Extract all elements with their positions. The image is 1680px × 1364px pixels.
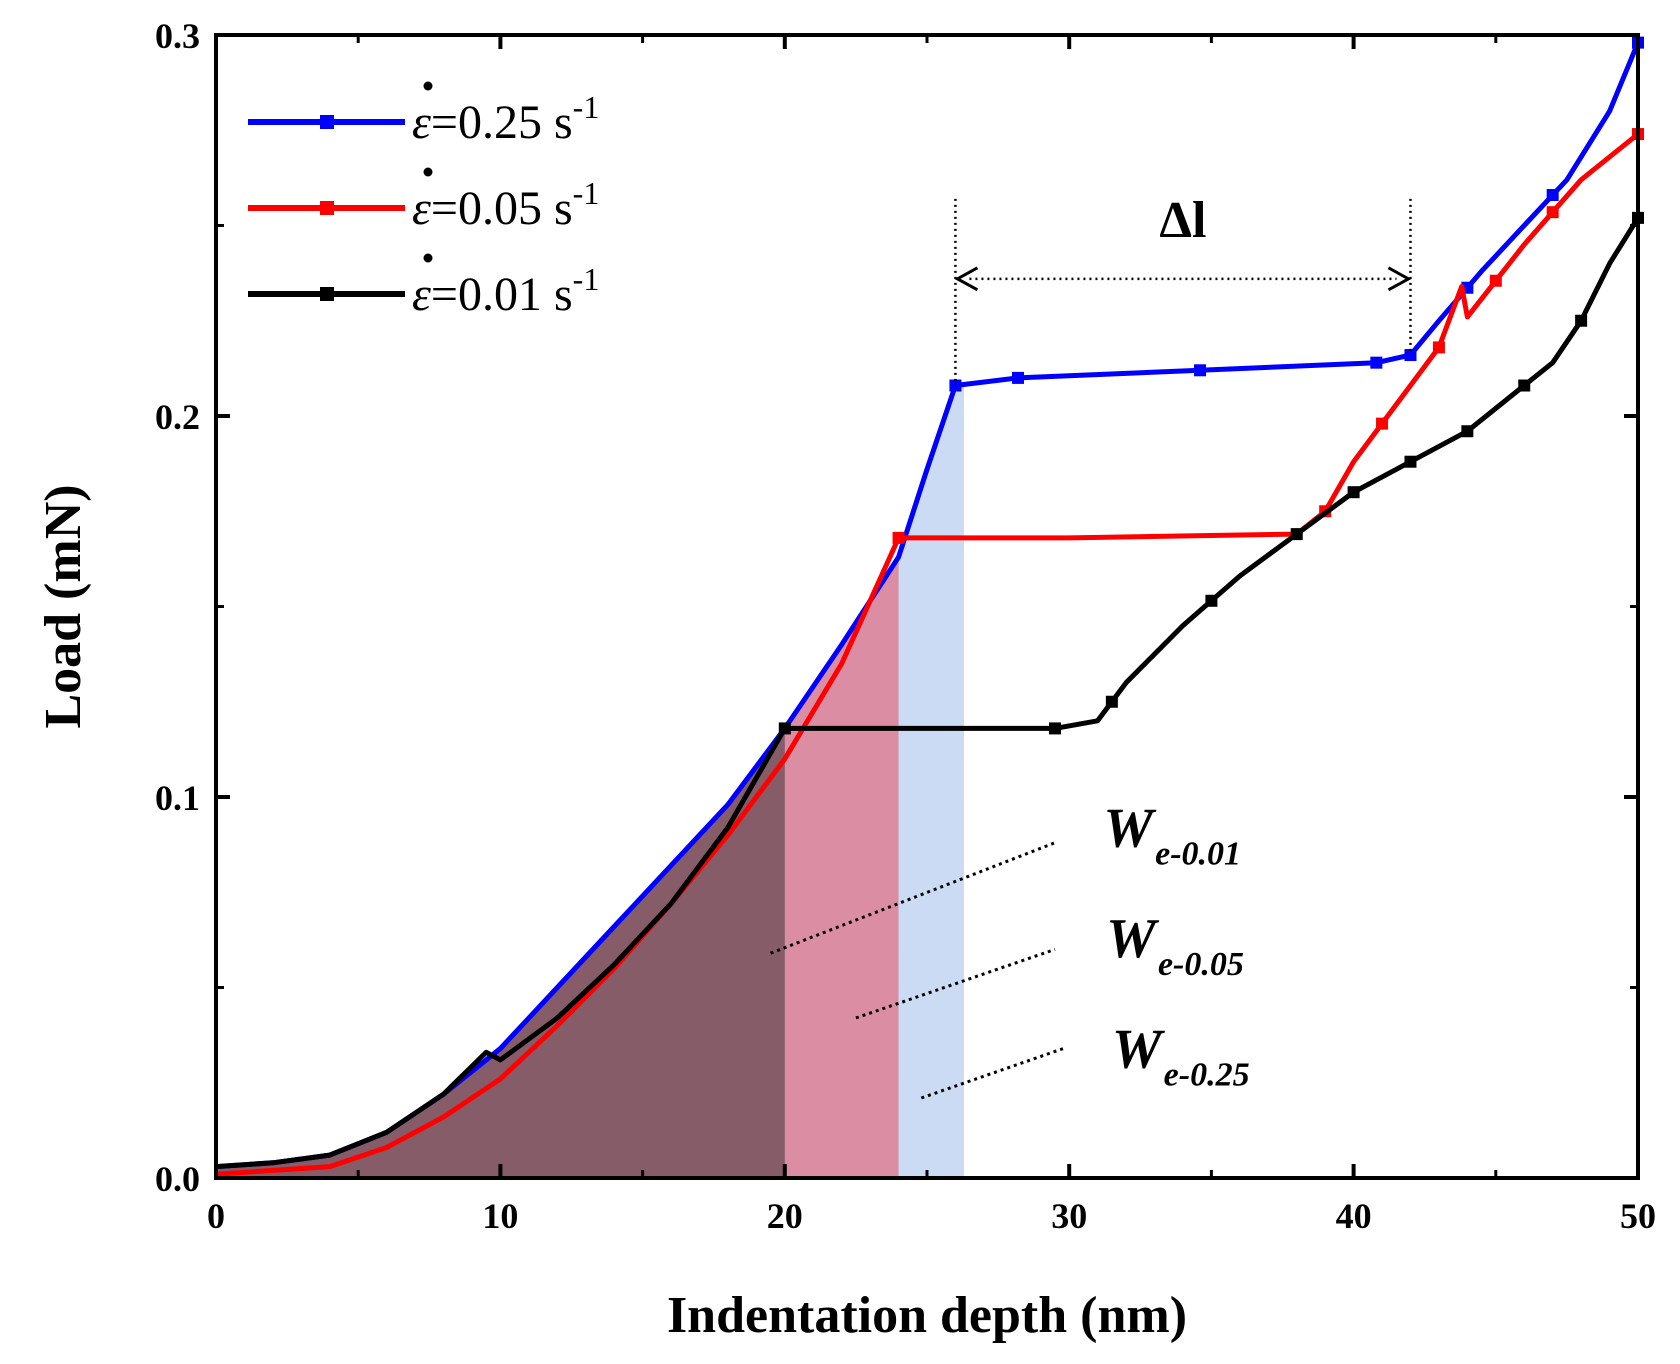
x-tick-label: 50 [1620,1196,1656,1236]
y-axis-title: Load (mN) [35,484,92,728]
legend-dot-0.25 [423,81,433,91]
legend-label-0.01: ε=0.01 s-1 [412,261,599,321]
x-tick-label: 0 [207,1196,225,1236]
marker-0.25 [1012,371,1025,384]
marker-0.25 [1194,364,1207,377]
legend-label-0.05: ε=0.05 s-1 [412,175,599,235]
pointer-e-0.05 [855,947,1056,1020]
marker-0.01 [1404,455,1417,468]
delta-l-label: Δl [1159,192,1206,249]
legend-marker-0.25 [320,115,334,129]
x-tick-label: 40 [1336,1196,1372,1236]
marker-0.05 [892,531,905,544]
y-tick-label: 0.2 [155,397,200,437]
legend: ε=0.25 s-1 ε=0.05 s-1 ε=0.01 s-1 [248,81,599,321]
label-e-0.05: We-0.05 [1106,908,1244,983]
marker-0.01 [778,722,791,735]
y-tick-label: 0.0 [155,1159,200,1199]
marker-0.01 [1048,722,1061,735]
x-tick-label: 20 [767,1196,803,1236]
annotations: Δl We-0.01 We-0.05 We-0.25 [770,192,1412,1100]
legend-marker-0.05 [320,201,334,215]
marker-0.01 [1290,528,1303,541]
legend-dot-0.01 [423,253,433,263]
delta-l-arrowhead-right [1387,266,1412,292]
x-tick-label: 10 [482,1196,518,1236]
x-axis-title: Indentation depth (nm) [667,1287,1187,1344]
marker-0.01 [1347,486,1360,499]
series-lines [215,36,1644,1177]
legend-marker-0.01 [320,287,334,301]
axes: 0 10 20 30 40 50 0.0 0.1 0.2 0.3 Indentation depth… [35,16,1656,1344]
marker-0.01 [1205,594,1218,607]
y-tick-label: 0.3 [155,16,200,56]
label-e-0.25: We-0.25 [1112,1019,1250,1094]
marker-0.01 [1461,425,1474,438]
pointer-e-0.01 [770,841,1056,955]
legend-label-0.25: ε=0.25 s-1 [412,89,599,149]
marker-0.01 [1518,379,1531,392]
marker-0.25 [1546,189,1559,202]
shade-We-0.01 [216,728,785,1178]
marker-0.05 [1432,341,1445,354]
marker-0.05 [1546,206,1559,219]
marker-0.05 [1489,274,1502,287]
x-tick-label: 30 [1051,1196,1087,1236]
marker-0.01 [1575,314,1588,327]
marker-0.05 [1376,417,1389,430]
label-e-0.01: We-0.01 [1103,798,1241,873]
shaded-work-areas [216,384,964,1178]
legend-dot-0.05 [423,167,433,177]
marker-0.01 [1105,695,1118,708]
y-tick-label: 0.1 [155,778,200,818]
delta-l-arrowhead-left [954,266,979,292]
marker-0.25 [1370,356,1383,369]
